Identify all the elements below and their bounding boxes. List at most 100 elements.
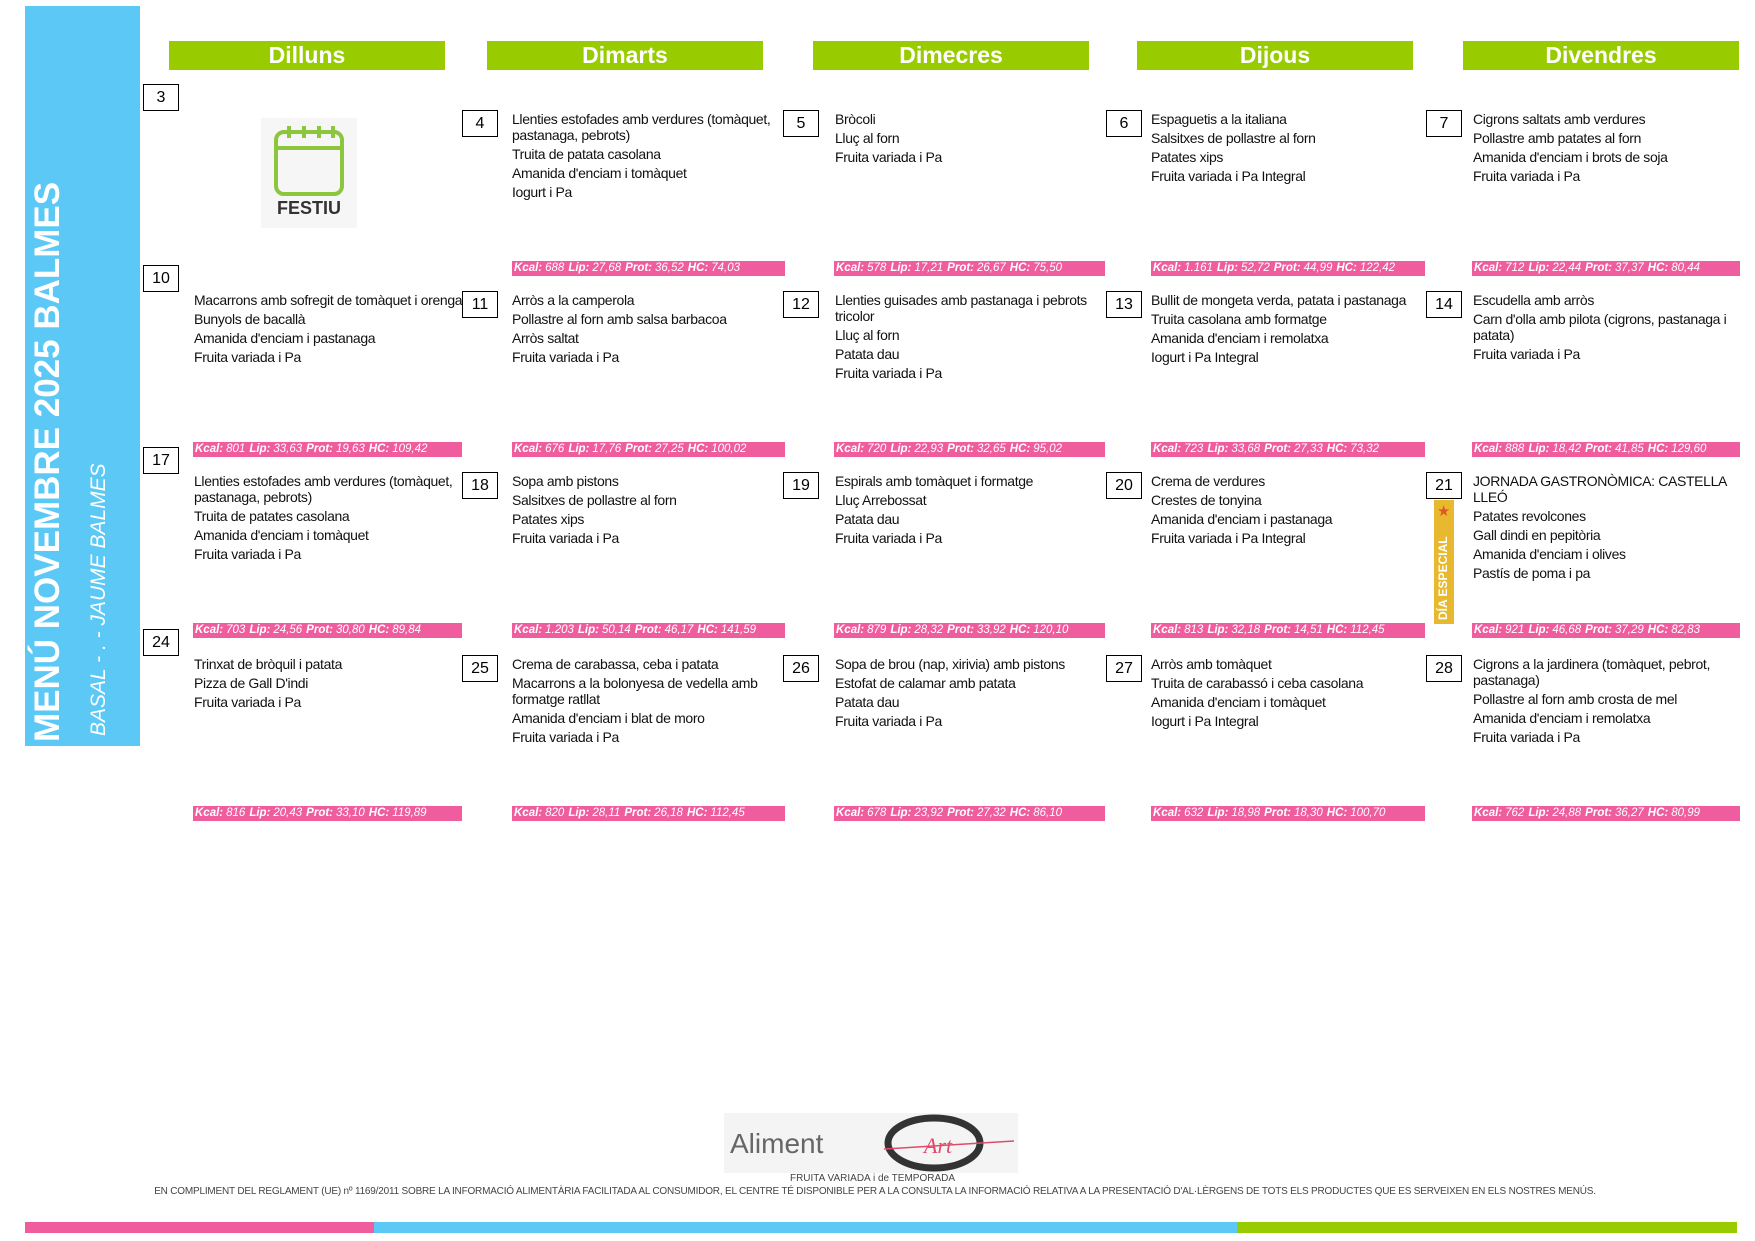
nutrition-label: Kcal: bbox=[836, 443, 865, 455]
nutrition-value: 816 bbox=[226, 807, 246, 819]
nutrition-value: 100,02 bbox=[711, 443, 747, 455]
nutrition-label: HC: bbox=[1326, 443, 1348, 455]
nutrition-bar: Kcal: 723 Lip: 33,68 Prot: 27,33 HC: 73,32 bbox=[1151, 442, 1425, 457]
day-number: 7 bbox=[1426, 110, 1462, 137]
dish: Truita de patata casolana bbox=[512, 146, 661, 162]
nutrition-bar: Kcal: 712 Lip: 22,44 Prot: 37,37 HC: 80,44 bbox=[1472, 261, 1740, 276]
day-number: 24 bbox=[143, 629, 179, 656]
dish: Patata dau bbox=[835, 694, 900, 710]
nutrition-value: 119,89 bbox=[392, 807, 427, 819]
nutrition-value: 27,33 bbox=[1294, 443, 1323, 455]
dish: Salsitxes de pollastre al forn bbox=[1151, 130, 1316, 146]
nutrition-value: 41,85 bbox=[1615, 443, 1644, 455]
nutrition-label: Lip: bbox=[1528, 807, 1550, 819]
weekday-header: Dimecres bbox=[813, 41, 1089, 70]
nutrition-value: 23,92 bbox=[914, 807, 944, 819]
dish: Truita de patates casolana bbox=[194, 508, 350, 524]
nutrition-value: 1.161 bbox=[1184, 262, 1213, 274]
dish: Fruita variada i Pa Integral bbox=[1151, 530, 1306, 546]
dish: Pastís de poma i pa bbox=[1473, 565, 1591, 581]
nutrition-value: 28,32 bbox=[914, 624, 944, 636]
dish: Crema de verdures bbox=[1151, 473, 1265, 489]
nutrition-label: HC: bbox=[1326, 624, 1348, 636]
nutrition-value: 112,45 bbox=[710, 807, 745, 819]
dish: Bullit de mongeta verda, patata i pastan… bbox=[1151, 292, 1407, 308]
nutrition-value: 32,18 bbox=[1231, 624, 1261, 636]
dish: Amanida d'enciam i pastanaga bbox=[194, 330, 376, 346]
day-number: 4 bbox=[462, 110, 498, 137]
day-number: 28 bbox=[1426, 655, 1462, 682]
nutrition-bar: Kcal: 578 Lip: 17,21 Prot: 26,67 HC: 75,50 bbox=[834, 261, 1105, 276]
nutrition-bar: Kcal: 801 Lip: 33,63 Prot: 19,63 HC: 109,42 bbox=[193, 442, 462, 457]
nutrition-value: 888 bbox=[1505, 443, 1525, 455]
nutrition-label: Kcal: bbox=[1153, 624, 1182, 636]
nutrition-label: Lip: bbox=[1528, 262, 1550, 274]
nutrition-label: Prot: bbox=[1264, 443, 1292, 455]
nutrition-label: Kcal: bbox=[195, 807, 224, 819]
nutrition-label: HC: bbox=[1647, 443, 1669, 455]
nutrition-bar: Kcal: 1.161 Lip: 52,72 Prot: 44,99 HC: 122,42 bbox=[1151, 261, 1425, 276]
nutrition-value: 75,50 bbox=[1033, 262, 1063, 274]
dish-list: Espirals amb tomàquet i formatge Lluç Arr… bbox=[835, 473, 1106, 549]
day-number: 14 bbox=[1426, 291, 1462, 318]
dish: Truita casolana amb formatge bbox=[1151, 311, 1327, 327]
dish: Pollastre al forn amb salsa barbacoa bbox=[512, 311, 727, 327]
dish-list: Arròs amb tomàquet Truita de carabassó i … bbox=[1151, 656, 1425, 732]
nutrition-label: Lip: bbox=[568, 807, 590, 819]
day-number: 18 bbox=[462, 472, 498, 499]
nutrition-value: 33,10 bbox=[336, 807, 365, 819]
dish: Salsitxes de pollastre al forn bbox=[512, 492, 677, 508]
dish: Lluç al forn bbox=[835, 130, 900, 146]
footer-bar bbox=[25, 1222, 374, 1233]
nutrition-label: HC: bbox=[1336, 262, 1357, 274]
day-number: 19 bbox=[783, 472, 819, 499]
day-number: 11 bbox=[462, 291, 498, 318]
dish: Iogurt i Pa Integral bbox=[1151, 713, 1259, 729]
nutrition-label: Prot: bbox=[1273, 262, 1301, 274]
nutrition-label: Lip: bbox=[568, 262, 590, 274]
nutrition-label: Prot: bbox=[624, 807, 652, 819]
nutrition-value: 26,18 bbox=[654, 807, 683, 819]
weekday-header: Dijous bbox=[1137, 41, 1413, 70]
nutrition-value: 44,99 bbox=[1303, 262, 1333, 274]
nutrition-value: 80,44 bbox=[1671, 262, 1701, 274]
nutrition-value: 74,03 bbox=[711, 262, 741, 274]
logo-text: Art bbox=[922, 1133, 953, 1158]
nutrition-value: 50,14 bbox=[601, 624, 631, 636]
dish: Patates xips bbox=[512, 511, 585, 527]
nutrition-label: Prot: bbox=[306, 624, 334, 636]
nutrition-value: 37,29 bbox=[1615, 624, 1644, 636]
dish: Crema de carabassa, ceba i patata bbox=[512, 656, 719, 672]
nutrition-bar: Kcal: 888 Lip: 18,42 Prot: 41,85 HC: 129,60 bbox=[1472, 442, 1740, 457]
nutrition-value: 801 bbox=[226, 443, 246, 455]
dish: Crestes de tonyina bbox=[1151, 492, 1262, 508]
nutrition-bar: Kcal: 720 Lip: 22,93 Prot: 32,65 HC: 95,02 bbox=[834, 442, 1105, 457]
nutrition-label: Kcal: bbox=[514, 443, 543, 455]
dish-list: Sopa amb pistons Salsitxes de pollastre a… bbox=[512, 473, 785, 549]
nutrition-value: 879 bbox=[867, 624, 887, 636]
nutrition-bar: Kcal: 632 Lip: 18,98 Prot: 18,30 HC: 100,70 bbox=[1151, 806, 1425, 821]
nutrition-bar: Kcal: 921 Lip: 46,68 Prot: 37,29 HC: 82,83 bbox=[1472, 623, 1740, 638]
nutrition-value: 120,10 bbox=[1033, 624, 1069, 636]
nutrition-bar: Kcal: 816 Lip: 20,43 Prot: 33,10 HC: 119,89 bbox=[193, 806, 462, 821]
day-number: 20 bbox=[1106, 472, 1142, 499]
dish-list: Escudella amb arròs Carn d'olla amb pilot… bbox=[1473, 292, 1741, 365]
dish: Amanida d'enciam i brots de soja bbox=[1473, 149, 1668, 165]
nutrition-label: Prot: bbox=[1585, 262, 1613, 274]
nutrition-value: 46,68 bbox=[1552, 624, 1582, 636]
menu-title: MENÚ NOVEMBRE 2025 BALMES bbox=[28, 181, 67, 742]
nutrition-label: Prot: bbox=[947, 624, 975, 636]
nutrition-label: Kcal: bbox=[514, 624, 543, 636]
dish: Espaguetis a la italiana bbox=[1151, 111, 1287, 127]
nutrition-label: Lip: bbox=[890, 262, 912, 274]
dish: Fruita variada i Pa bbox=[194, 349, 301, 365]
nutrition-value: 95,02 bbox=[1033, 443, 1063, 455]
nutrition-value: 820 bbox=[545, 807, 565, 819]
nutrition-value: 27,32 bbox=[977, 807, 1006, 819]
nutrition-value: 112,45 bbox=[1350, 624, 1385, 636]
nutrition-value: 632 bbox=[1184, 807, 1204, 819]
dish-list: Arròs a la camperola Pollastre al forn am… bbox=[512, 292, 785, 368]
nutrition-label: Prot: bbox=[1264, 807, 1292, 819]
footer-note: FRUITA VARIADA i de TEMPORADA bbox=[789, 1173, 956, 1184]
dish-list: Espaguetis a la italiana Salsitxes de pol… bbox=[1151, 111, 1425, 187]
